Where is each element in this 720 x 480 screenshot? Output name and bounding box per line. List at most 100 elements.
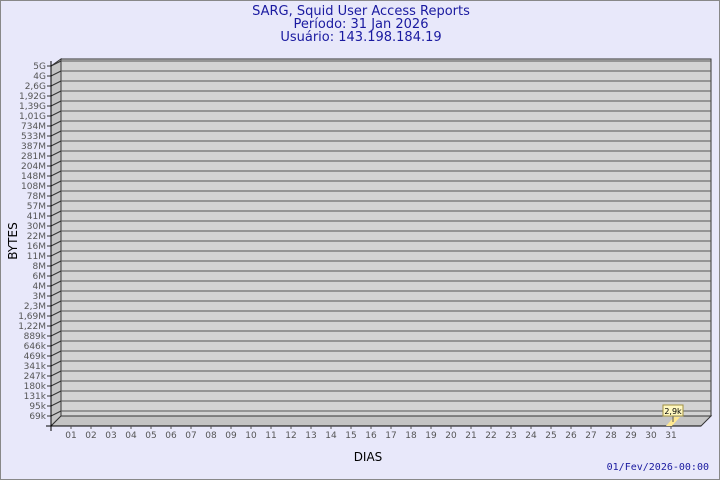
- y-depth-line: [50, 170, 62, 177]
- y-tick-label: 341k: [24, 362, 47, 372]
- y-tick-label: 1,92G: [19, 92, 46, 102]
- y-tick-label: 204M: [21, 162, 46, 172]
- y-depth-line: [50, 370, 62, 377]
- y-depth-line: [50, 350, 62, 357]
- x-tick-label: 14: [325, 431, 337, 441]
- y-tick-label: 148M: [21, 172, 46, 182]
- y-tick-label: 41M: [27, 212, 46, 222]
- x-tick-label: 11: [265, 431, 276, 441]
- y-depth-line: [50, 190, 62, 197]
- plot-back-wall: [60, 58, 712, 417]
- bar-value-label: 2,9k: [664, 407, 682, 416]
- y-tick-label: 646k: [24, 342, 47, 352]
- y-tick-label: 78M: [27, 192, 46, 202]
- y-tick-label: 30M: [27, 222, 46, 232]
- y-depth-line: [50, 410, 62, 417]
- y-depth-line: [50, 270, 62, 277]
- y-depth-line: [50, 390, 62, 397]
- y-tick-label: 2,3M: [24, 302, 46, 312]
- x-tick-label: 19: [425, 431, 437, 441]
- y-tick-label: 1,22M: [18, 322, 46, 332]
- x-tick-label: 12: [285, 431, 296, 441]
- x-axis-title: DIAS: [354, 450, 383, 464]
- y-tick-label: 22M: [27, 232, 46, 242]
- y-depth-line: [50, 330, 62, 337]
- y-depth-line: [50, 320, 62, 327]
- y-tick-label: 247k: [24, 372, 47, 382]
- y-tick-label: 1,01G: [19, 112, 46, 122]
- y-depth-line: [50, 290, 62, 297]
- x-tick-label: 02: [85, 431, 96, 441]
- x-tick-label: 06: [165, 431, 177, 441]
- y-tick-label: 1,39G: [19, 102, 46, 112]
- plot-floor: [49, 415, 713, 427]
- y-depth-line: [50, 90, 62, 97]
- y-tick-label: 180k: [24, 382, 47, 392]
- x-tick-label: 07: [185, 431, 196, 441]
- chart-title: SARG, Squid User Access Reports: [252, 4, 470, 19]
- y-depth-line: [50, 150, 62, 157]
- x-tick-label: 22: [485, 431, 496, 441]
- y-tick-label: 387M: [21, 142, 46, 152]
- x-tick-label: 13: [305, 431, 316, 441]
- y-tick-label: 5G: [33, 62, 46, 72]
- y-tick-label: 533M: [21, 132, 46, 142]
- y-tick-label: 281M: [21, 152, 46, 162]
- y-depth-line: [50, 260, 62, 267]
- y-tick-label: 889k: [24, 332, 47, 342]
- x-tick-label: 28: [605, 431, 617, 441]
- y-tick-label: 8M: [33, 262, 47, 272]
- y-depth-line: [50, 280, 62, 287]
- y-tick-label: 469k: [24, 352, 47, 362]
- y-depth-line: [50, 110, 62, 117]
- y-depth-line: [50, 180, 62, 187]
- y-tick-label: 4M: [33, 282, 47, 292]
- x-tick-label: 23: [505, 431, 516, 441]
- y-tick-label: 4G: [33, 72, 46, 82]
- y-depth-line: [50, 210, 62, 217]
- x-tick-label: 18: [405, 431, 417, 441]
- x-tick-label: 29: [625, 431, 637, 441]
- y-tick-label: 108M: [21, 182, 46, 192]
- x-tick-label: 10: [245, 431, 257, 441]
- x-tick-label: 08: [205, 431, 217, 441]
- x-tick-label: 21: [465, 431, 476, 441]
- x-tick-label: 31: [665, 431, 676, 441]
- chart-user: Usuário: 143.198.184.19: [280, 30, 442, 45]
- x-tick-label: 24: [525, 431, 537, 441]
- y-depth-line: [50, 70, 62, 77]
- y-axis-title: BYTES: [6, 222, 20, 259]
- x-tick-label: 15: [345, 431, 356, 441]
- y-tick-label: 95k: [29, 402, 46, 412]
- y-tick-label: 6M: [33, 272, 47, 282]
- y-tick-label: 11M: [27, 252, 46, 262]
- y-depth-line: [50, 120, 62, 127]
- y-depth-line: [50, 140, 62, 147]
- x-tick-label: 16: [365, 431, 377, 441]
- y-tick-label: 1,69M: [18, 312, 46, 322]
- x-tick-label: 27: [585, 431, 596, 441]
- y-depth-line: [50, 340, 62, 347]
- y-depth-line: [50, 220, 62, 227]
- y-tick-label: 69k: [29, 412, 46, 422]
- y-depth-line: [50, 60, 62, 67]
- y-depth-line: [50, 380, 62, 387]
- y-depth-line: [50, 100, 62, 107]
- y-depth-line: [50, 130, 62, 137]
- x-tick-label: 05: [145, 431, 156, 441]
- y-depth-line: [50, 160, 62, 167]
- y-depth-line: [50, 310, 62, 317]
- y-tick-label: 2,6G: [25, 82, 46, 92]
- report-timestamp: 01/Fev/2026-00:00: [606, 462, 709, 473]
- bar-label-box: [662, 404, 684, 417]
- x-tick-label: 17: [385, 431, 396, 441]
- y-tick-label: 3M: [33, 292, 47, 302]
- y-tick-label: 57M: [27, 202, 46, 212]
- y-tick-label: 131k: [24, 392, 47, 402]
- y-depth-line: [50, 300, 62, 307]
- y-depth-line: [50, 80, 62, 87]
- x-tick-label: 30: [645, 431, 657, 441]
- x-tick-label: 03: [105, 431, 116, 441]
